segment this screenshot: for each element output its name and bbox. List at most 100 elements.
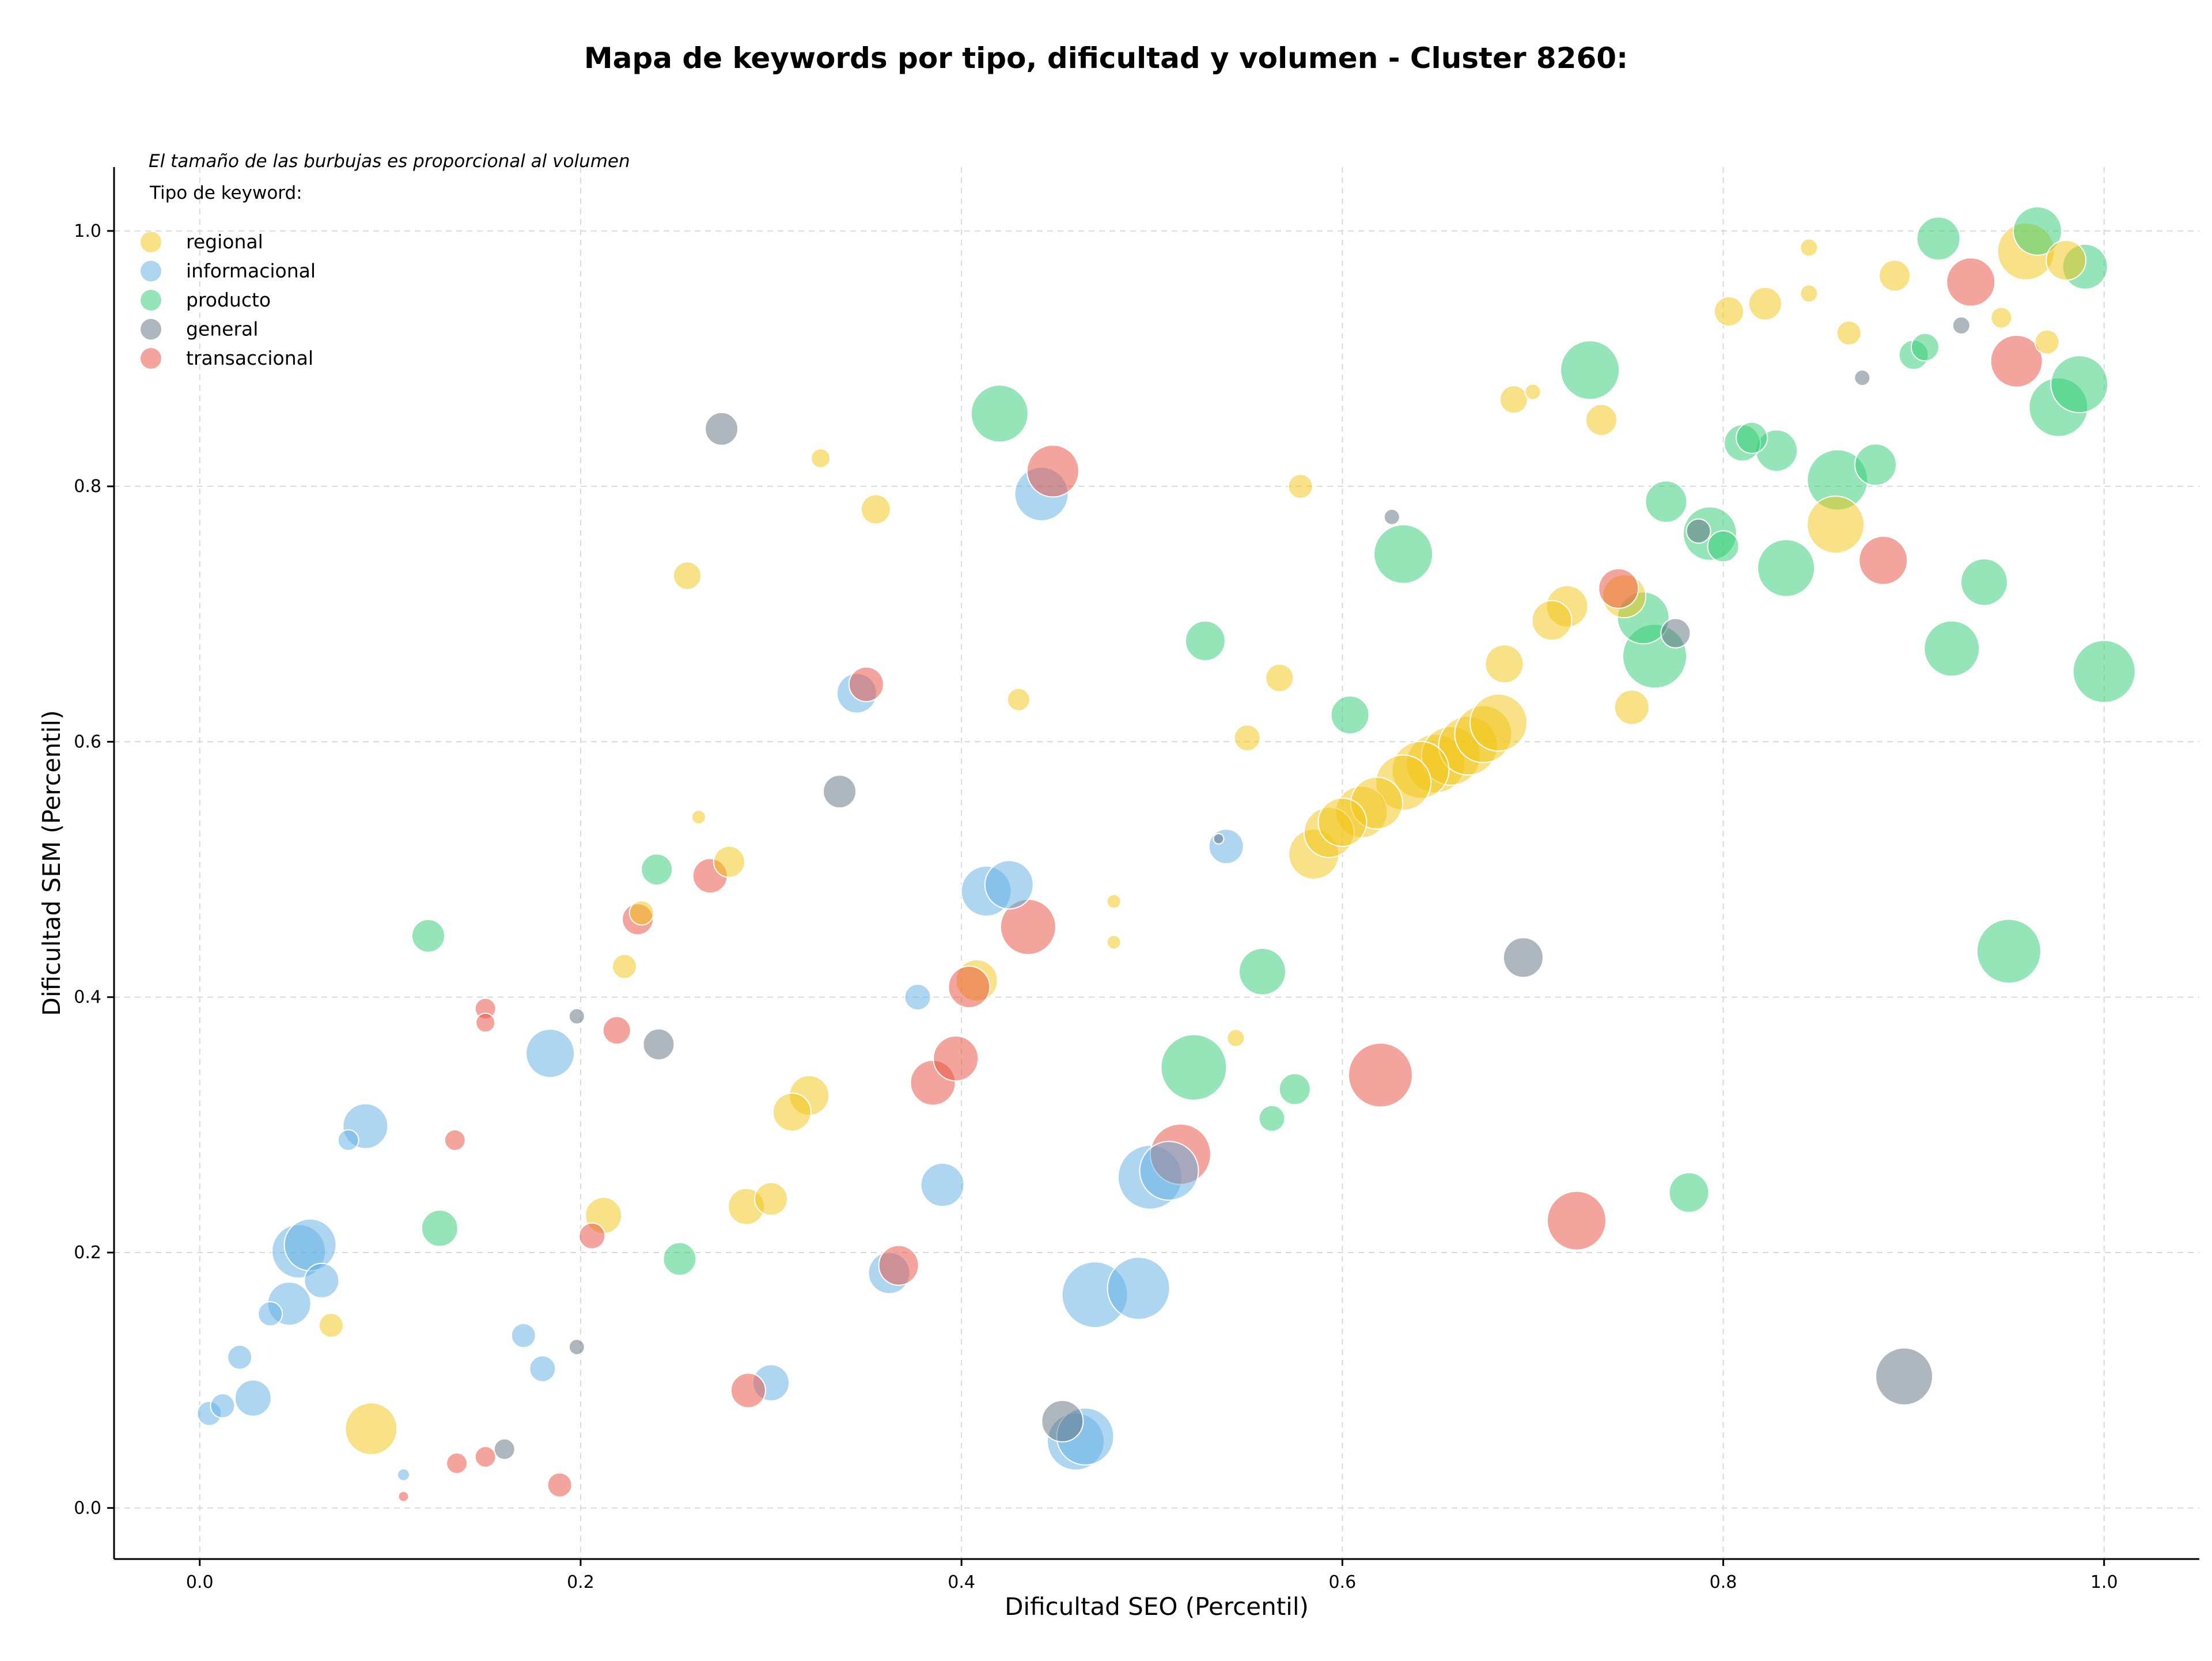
bubble-transaccional (948, 966, 991, 1009)
bubble-regional (1226, 1028, 1245, 1047)
bubble-transaccional (397, 1490, 410, 1503)
bubble-general (1685, 518, 1711, 544)
bubble-producto (1757, 539, 1816, 597)
bubble-general (1875, 1347, 1934, 1406)
bubble-informacional (257, 1301, 283, 1327)
chart-title: Mapa de keywords por tipo, dificultad y … (584, 41, 1628, 75)
bubble-producto (1560, 340, 1620, 400)
y-tick-label: 0.0 (74, 1498, 101, 1518)
bubble-general (568, 1338, 585, 1356)
x-tick-label: 0.4 (948, 1572, 975, 1592)
legend: Tipo de keyword: regional informacional pr… (141, 183, 316, 369)
bubble-informacional (1208, 828, 1244, 865)
bubble-informacional (337, 1129, 359, 1151)
bubble-regional (1499, 385, 1528, 414)
bubble-regional (1469, 693, 1528, 752)
bubble-informacional (1139, 1141, 1199, 1201)
bubble-regional (673, 561, 702, 591)
bubble-producto (1976, 918, 2041, 984)
bubble-regional (860, 494, 891, 525)
bubble-transaccional (1347, 1042, 1413, 1108)
bubble-layer (196, 206, 2136, 1503)
y-tick-label: 0.8 (74, 476, 101, 497)
bubble-informacional (234, 1379, 272, 1417)
bubble-informacional (397, 1468, 411, 1482)
bubble-producto (1916, 216, 1961, 261)
bubble-transaccional (730, 1372, 766, 1409)
y-tick-label: 0.2 (74, 1243, 101, 1263)
x-tick-label: 0.0 (186, 1572, 214, 1592)
bubble-regional (344, 1402, 398, 1455)
legend-marker-transaccional (141, 348, 161, 369)
bubble-general (1383, 508, 1400, 525)
bubble-general (493, 1438, 516, 1461)
bubble-transaccional (1946, 257, 1996, 307)
bubble-general (642, 1028, 675, 1061)
y-tick-label: 1.0 (74, 221, 101, 241)
bubble-regional (1990, 307, 2013, 329)
x-tick-label: 0.6 (1328, 1572, 1356, 1592)
bubble-producto (2072, 640, 2136, 703)
bubble-producto (2012, 206, 2062, 256)
bubble-transaccional (1598, 567, 1639, 609)
legend-label-informacional: informacional (186, 260, 316, 282)
bubble-producto (1923, 620, 1980, 677)
bubble-transaccional (444, 1129, 466, 1151)
x-tick-label: 0.2 (567, 1572, 594, 1592)
bubble-producto (1160, 1034, 1228, 1101)
legend-label-general: general (186, 318, 258, 340)
bubble-size-note: El tamaño de las burbujas es proporciona… (149, 151, 630, 172)
legend-marker-general (141, 319, 161, 340)
bubble-producto (1258, 1104, 1286, 1132)
bubble-informacional (920, 1163, 965, 1208)
bubble-regional (713, 845, 745, 878)
bubble-regional (1613, 689, 1650, 725)
bubble-transaccional (578, 1222, 606, 1250)
bubble-producto (1278, 1073, 1311, 1106)
bubble-informacional (283, 1218, 337, 1272)
bubble-regional (611, 954, 637, 979)
bubble-transaccional (1546, 1190, 1607, 1251)
bubble-regional (754, 1182, 789, 1216)
bubble-regional (1800, 284, 1819, 303)
x-axis-label: Dificultad SEO (Percentil) (1005, 1592, 1309, 1621)
bubble-informacional (529, 1355, 556, 1383)
x-tick-label: 1.0 (2090, 1572, 2118, 1592)
bubble-informacional (304, 1262, 340, 1299)
bubble-regional (1287, 474, 1313, 500)
bubble-regional (318, 1312, 344, 1338)
bubble-general (1952, 316, 1971, 335)
bubble-regional (1878, 259, 1911, 292)
bubble-regional (2046, 240, 2087, 281)
legend-title: Tipo de keyword: (149, 183, 302, 203)
bubble-regional (1006, 687, 1031, 712)
bubble-general (568, 1008, 585, 1025)
bubble-regional (628, 900, 654, 926)
y-tick-label: 0.6 (74, 732, 101, 752)
bubble-informacional (984, 860, 1034, 910)
bubble-producto (662, 1242, 697, 1276)
bubble-producto (1373, 524, 1434, 584)
bubble-transaccional (1026, 444, 1080, 498)
x-tick-label: 0.8 (1710, 1572, 1737, 1592)
legend-label-regional: regional (186, 230, 263, 253)
bubble-transaccional (475, 1012, 496, 1033)
bubble-producto (1910, 332, 1940, 362)
legend-marker-informacional (141, 260, 161, 282)
bubble-transaccional (848, 666, 884, 702)
bubble-producto (1668, 1172, 1710, 1213)
bubble-regional (1317, 797, 1368, 847)
bubble-informacional (1107, 1257, 1171, 1321)
bubble-producto (970, 384, 1029, 443)
bubble-producto (1330, 695, 1370, 735)
legend-marker-regional (141, 232, 161, 252)
bubble-informacional (510, 1323, 536, 1349)
bubble-regional (1106, 894, 1122, 909)
bubble-regional (772, 1092, 812, 1132)
bubble-regional (1836, 320, 1862, 346)
bubble-regional (1484, 644, 1524, 684)
bubble-producto (1184, 620, 1226, 661)
bubble-transaccional (878, 1244, 919, 1286)
bubble-regional (1585, 403, 1618, 436)
